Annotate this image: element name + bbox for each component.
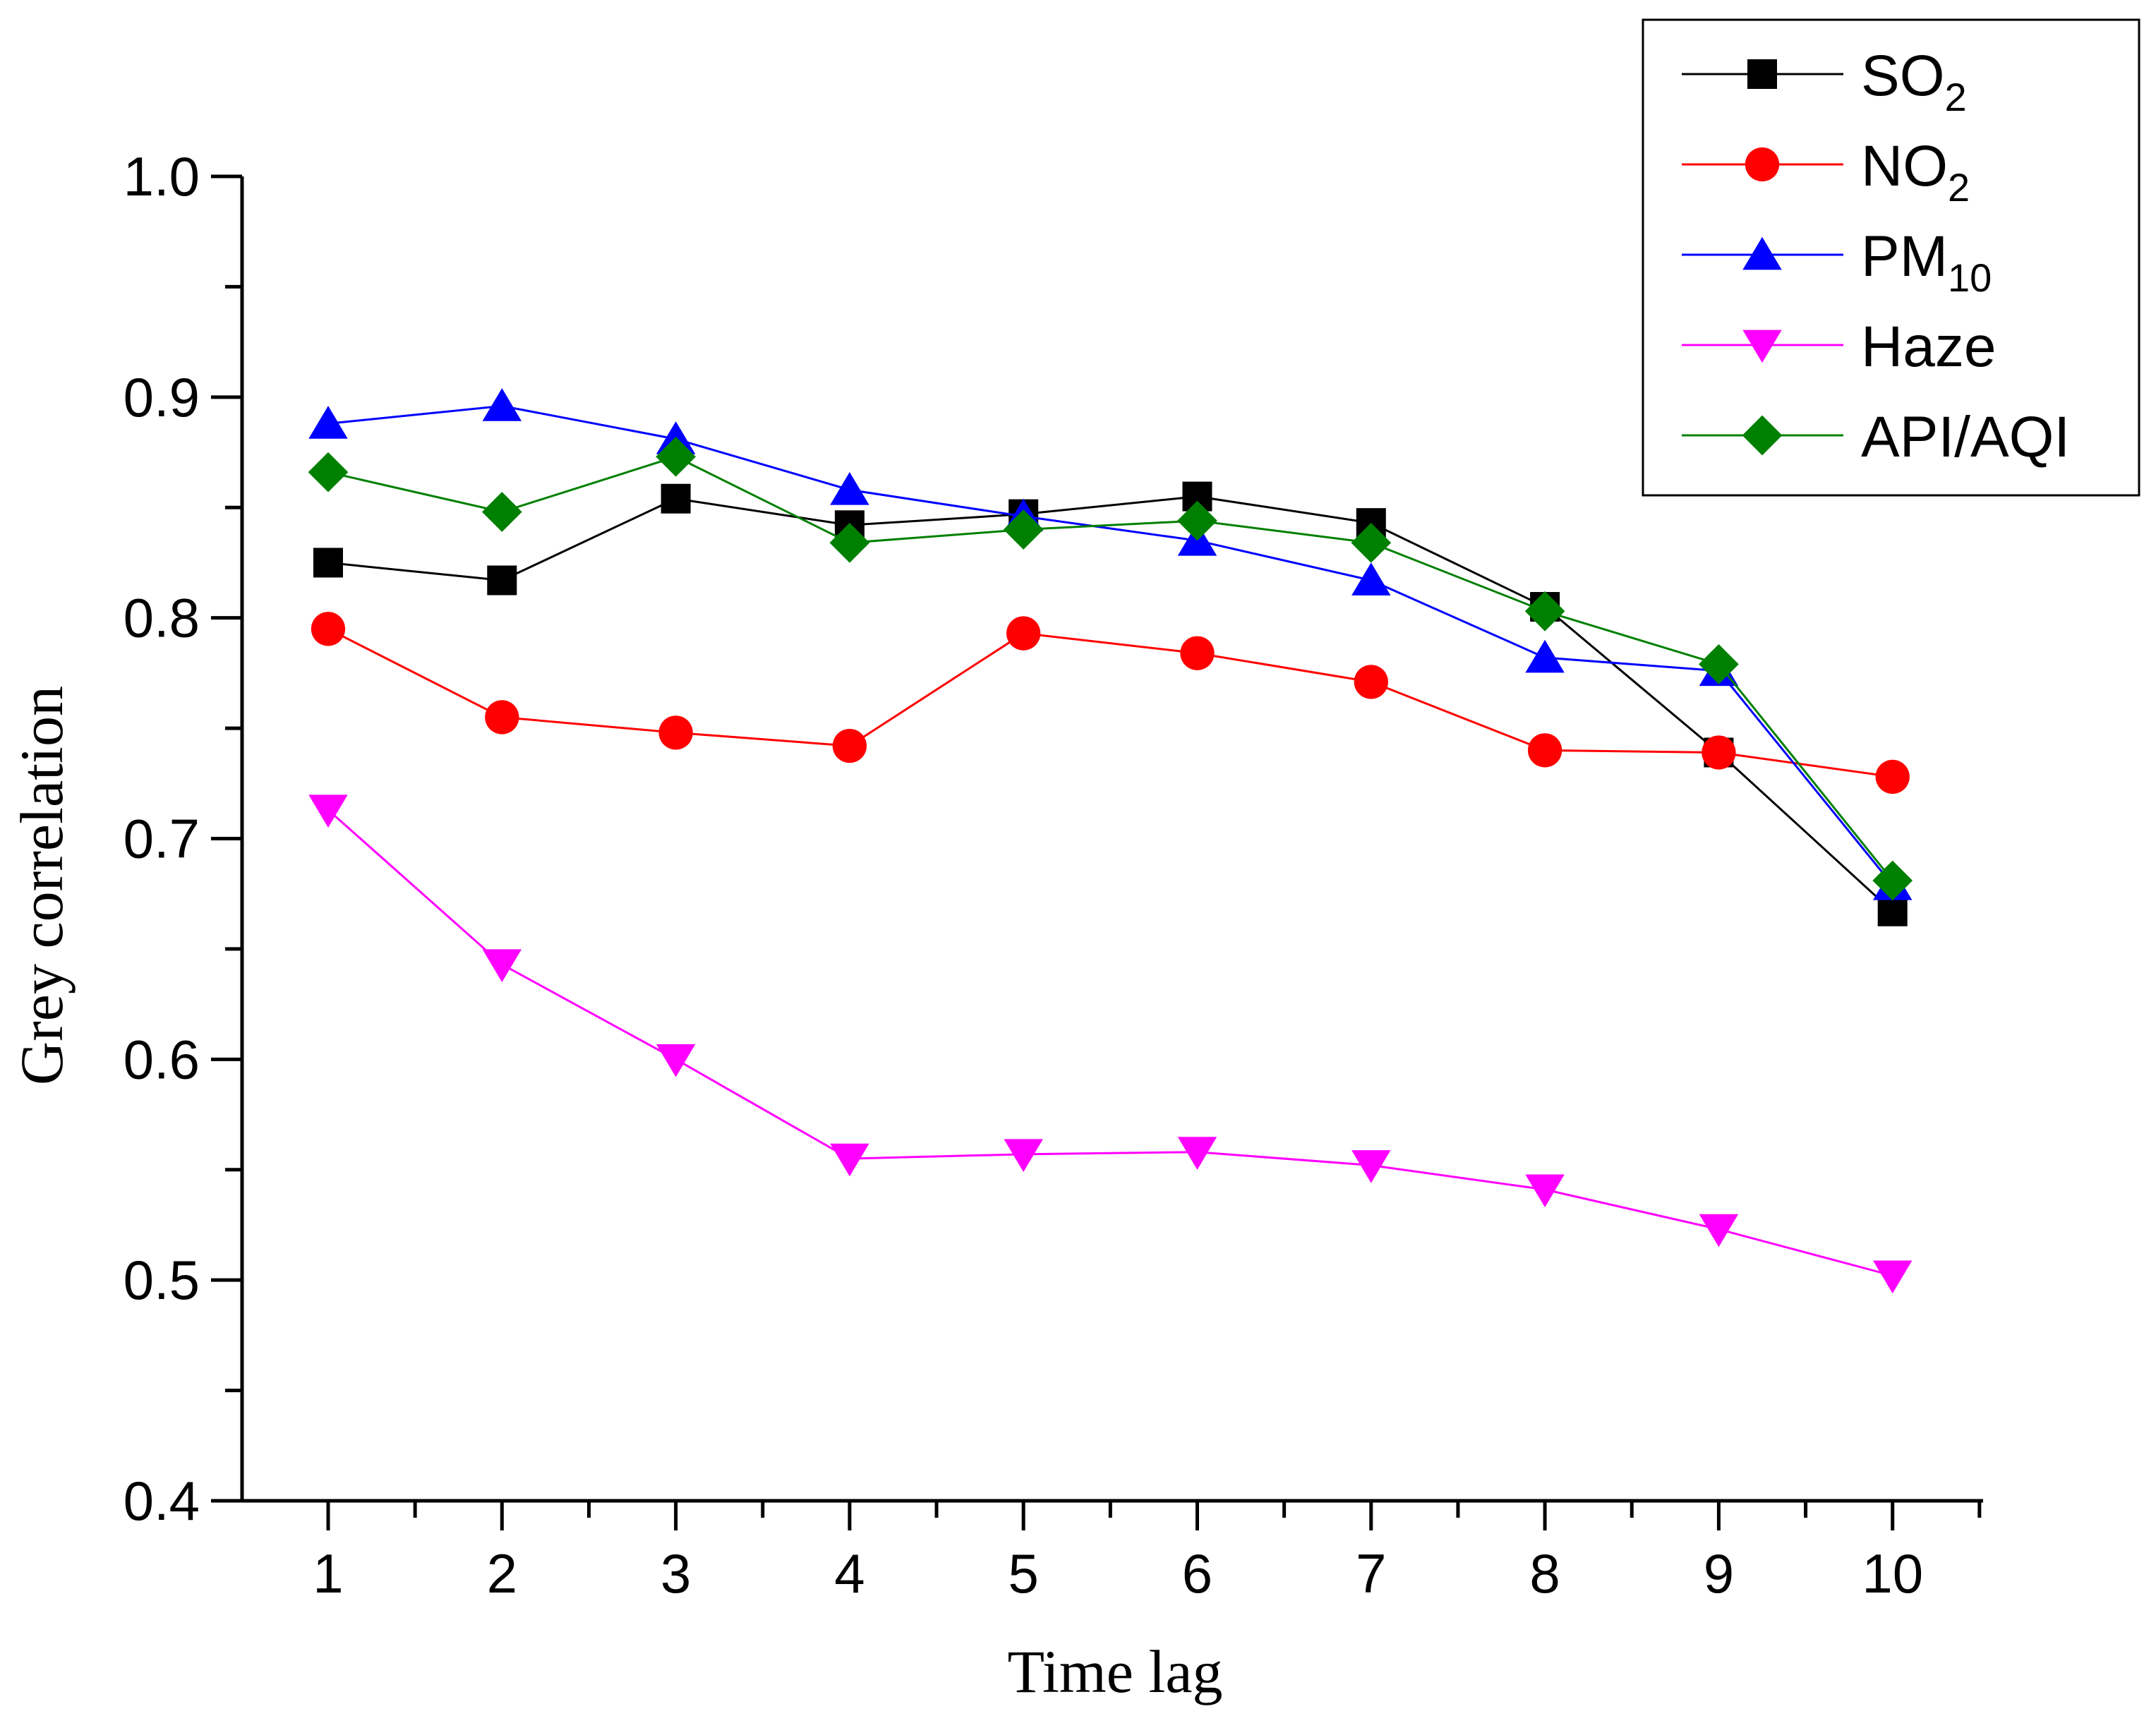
- y-axis-title: Grey correlation: [8, 686, 76, 1085]
- legend-marker-haze: [1742, 330, 1782, 363]
- data-point-so2: [1877, 896, 1908, 926]
- data-point-pm10: [308, 406, 348, 439]
- data-point-api-aqi: [1003, 509, 1044, 550]
- data-point-no2: [311, 612, 346, 646]
- x-tick-label: 3: [661, 1542, 691, 1605]
- x-tick-label: 6: [1182, 1542, 1212, 1605]
- series-line-haze: [327, 809, 1893, 1277]
- data-point-haze: [1004, 1139, 1043, 1173]
- legend-marker-pm10: [1742, 236, 1782, 270]
- legend-marker-so2: [1747, 59, 1777, 89]
- data-point-so2: [313, 548, 343, 578]
- data-point-no2: [1702, 735, 1736, 770]
- axes: 0.4 0.5 0.6 0.7 0.8 0.9 1.0 1 2 3 4 5 6 7 8 9 10: [124, 145, 1983, 1605]
- data-point-no2: [1354, 665, 1388, 699]
- legend-label-so2: SO2: [1861, 44, 1967, 119]
- x-tick-label: 5: [1008, 1542, 1039, 1605]
- y-tick-label: 1.0: [124, 145, 200, 207]
- data-point-haze: [656, 1044, 696, 1077]
- series-line-pm10: [327, 404, 1893, 886]
- data-point-pm10: [830, 472, 869, 505]
- data-point-no2: [1006, 616, 1041, 651]
- legend-label-text: NO: [1861, 134, 1948, 198]
- legend-marker-api-aqi: [1742, 415, 1783, 456]
- series-line-no2: [327, 627, 1893, 778]
- series-no2: [311, 612, 1910, 794]
- x-axis-title: Time lag: [1007, 1638, 1222, 1705]
- legend-label-no2: NO2: [1861, 134, 1970, 210]
- data-point-so2: [661, 483, 691, 514]
- x-tick-label: 7: [1356, 1542, 1386, 1605]
- legend-label-subscript: 2: [1948, 165, 1970, 210]
- data-point-haze: [1872, 1260, 1913, 1294]
- data-point-no2: [658, 715, 693, 750]
- y-tick-label: 0.8: [124, 587, 200, 649]
- data-point-api-aqi: [1699, 644, 1739, 684]
- legend-entry-pm10: PM10: [1682, 224, 1992, 300]
- data-point-haze: [1351, 1150, 1391, 1183]
- x-tick-label: 8: [1529, 1542, 1560, 1605]
- data-point-haze: [308, 794, 348, 828]
- data-point-api-aqi: [829, 522, 870, 563]
- y-tick-label: 0.4: [124, 1470, 200, 1532]
- series-api-aqi: [308, 436, 1913, 901]
- data-point-api-aqi: [1351, 522, 1392, 563]
- data-point-haze: [1699, 1214, 1739, 1247]
- data-point-api-aqi: [481, 492, 522, 532]
- x-tick-label: 9: [1704, 1542, 1734, 1605]
- y-tick-label: 0.6: [124, 1028, 200, 1090]
- legend-marker-no2: [1745, 147, 1780, 182]
- legend-label-subscript: 10: [1948, 255, 1992, 300]
- data-point-haze: [1177, 1137, 1217, 1170]
- data-point-api-aqi: [308, 452, 349, 493]
- data-point-no2: [485, 700, 519, 735]
- legend-label-text: API/AQI: [1861, 405, 2070, 469]
- y-tick-label: 0.9: [124, 366, 200, 428]
- legend-label-haze: Haze: [1861, 315, 1996, 379]
- legend-label-text: Haze: [1861, 315, 1996, 379]
- data-point-pm10: [1525, 639, 1565, 673]
- legend-label-subscript: 2: [1944, 75, 1966, 119]
- data-point-so2: [487, 565, 517, 596]
- data-point-api-aqi: [1177, 500, 1217, 541]
- data-point-haze: [482, 949, 522, 983]
- data-point-haze: [830, 1143, 869, 1177]
- legend-label-text: PM: [1861, 224, 1948, 289]
- data-point-haze: [1525, 1174, 1565, 1208]
- series-line-api-aqi: [327, 455, 1893, 881]
- data-point-pm10: [1351, 562, 1391, 596]
- x-tick-label: 1: [313, 1542, 343, 1605]
- x-tick-label: 4: [834, 1542, 865, 1605]
- plot-area: [308, 388, 1913, 1294]
- series-line-so2: [327, 495, 1893, 912]
- legend-entry-so2: SO2: [1682, 44, 1967, 119]
- y-tick-label: 0.7: [124, 808, 200, 870]
- legend-label-api-aqi: API/AQI: [1861, 405, 2070, 469]
- series-haze: [308, 794, 1913, 1294]
- data-point-api-aqi: [1524, 591, 1565, 632]
- x-tick-label: 10: [1862, 1542, 1923, 1605]
- y-tick-label: 0.5: [124, 1249, 200, 1311]
- legend-label-pm10: PM10: [1861, 224, 1992, 300]
- data-point-no2: [1527, 733, 1562, 768]
- legend-entry-no2: NO2: [1682, 134, 1970, 210]
- data-point-no2: [1180, 636, 1215, 670]
- legend-entry-api-aqi: API/AQI: [1682, 405, 2070, 469]
- data-point-no2: [832, 728, 867, 763]
- legend-label-text: SO: [1861, 44, 1944, 108]
- legend-box: [1642, 18, 2140, 497]
- legend-entry-haze: Haze: [1682, 315, 1996, 379]
- data-point-api-aqi: [1872, 860, 1913, 901]
- data-point-api-aqi: [656, 436, 696, 477]
- data-point-no2: [1875, 759, 1910, 794]
- data-point-pm10: [482, 388, 522, 421]
- x-tick-label: 2: [487, 1542, 517, 1605]
